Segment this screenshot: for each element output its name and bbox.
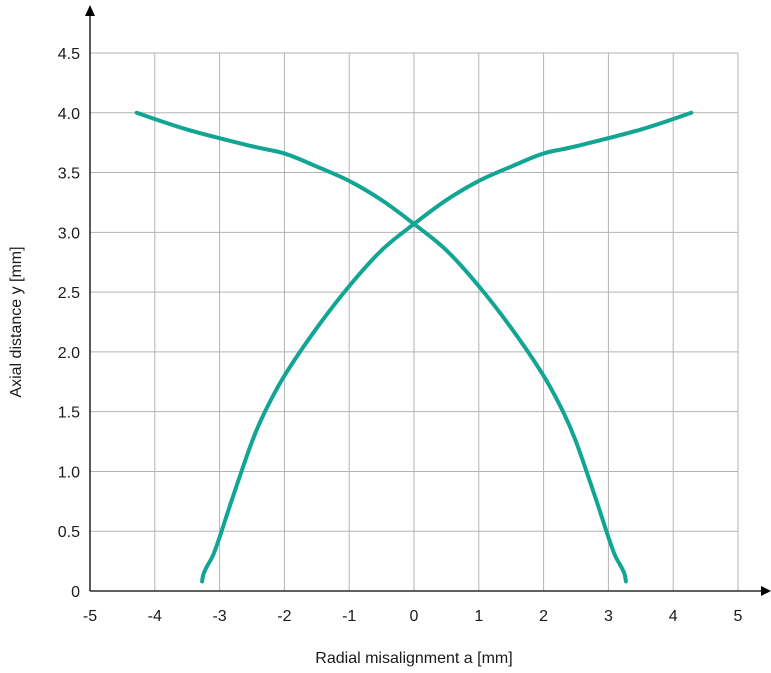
series-line-1: [134, 110, 628, 584]
y-tick-label: 4.0: [58, 106, 80, 123]
x-tick-label: -4: [148, 608, 162, 625]
y-tick-label: 3.5: [58, 166, 80, 183]
x-tick-label: 4: [669, 608, 678, 625]
series-group: [134, 110, 694, 584]
y-axis-arrow-icon: [85, 5, 95, 16]
x-tick-label: -1: [342, 608, 356, 625]
y-tick-label: 0: [71, 584, 80, 601]
y-tick-label: 4.5: [58, 46, 80, 63]
x-tick-label: 0: [410, 608, 419, 625]
x-tick-label: -5: [83, 608, 97, 625]
series-line-2: [200, 110, 694, 584]
x-tick-label: 2: [539, 608, 548, 625]
x-tick-label: -2: [277, 608, 291, 625]
y-tick-label: 2.5: [58, 285, 80, 302]
x-tick-label: 3: [604, 608, 613, 625]
y-tick-labels: 0 0.5 1.0 1.5 2.0 2.5 3.0 3.5 4.0 4.5: [58, 46, 80, 601]
grid: [90, 52, 739, 591]
y-tick-label: 1.5: [58, 405, 80, 422]
x-axis-arrow-icon: [761, 586, 771, 596]
y-tick-label: 3.0: [58, 225, 80, 242]
x-axis-label: Radial misalignment a [mm]: [315, 650, 512, 667]
x-tick-labels: -5 -4 -3 -2 -1 0 1 2 3 4 5: [83, 608, 743, 625]
y-tick-label: 2.0: [58, 345, 80, 362]
x-tick-label: 5: [734, 608, 743, 625]
x-tick-label: -3: [212, 608, 226, 625]
y-axis-label: Axial distance y [mm]: [8, 246, 25, 397]
x-tick-label: 1: [474, 608, 483, 625]
y-tick-label: 0.5: [58, 524, 80, 541]
y-tick-label: 1.0: [58, 464, 80, 481]
axes: [85, 5, 771, 596]
